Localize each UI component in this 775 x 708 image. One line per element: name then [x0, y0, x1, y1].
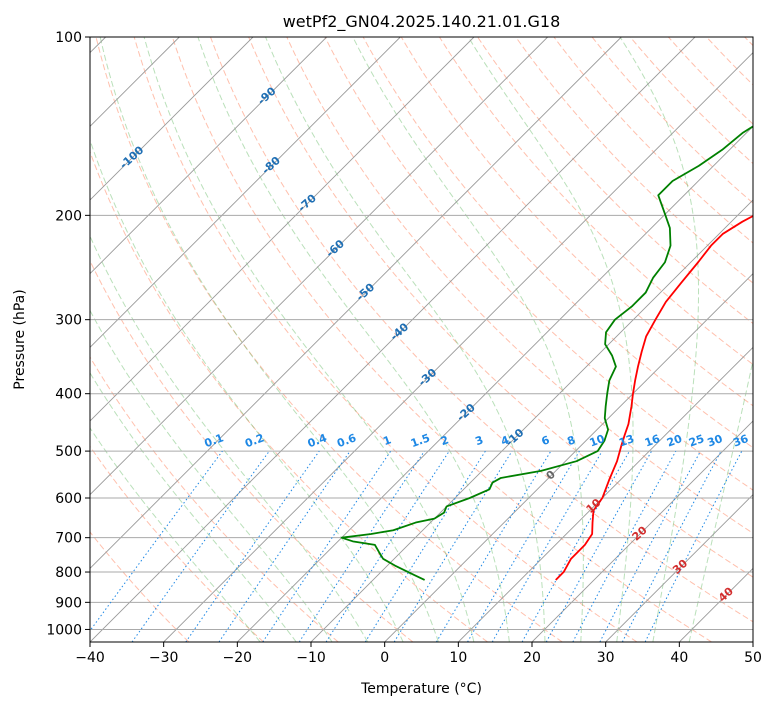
isotherm: [90, 37, 401, 348]
x-tick-label: 30: [597, 650, 615, 666]
moist-adiabat: [90, 371, 297, 642]
mixing-ratio-line: [262, 450, 392, 642]
mixing-ratio-label: 13: [617, 432, 636, 449]
mixing-ratio-label: 0.2: [243, 431, 266, 450]
y-tick-label: 600: [55, 491, 82, 507]
mixing-ratio-label: 4: [499, 433, 511, 448]
isotherm: [90, 37, 327, 275]
isotherm: [458, 346, 753, 642]
y-axis-label: Pressure (hPa): [12, 289, 28, 389]
dry-adiabat: [90, 150, 488, 642]
mixing-ratio-label: 0.1: [203, 431, 226, 450]
y-tick-label: 800: [55, 565, 82, 581]
isotherm: [90, 37, 548, 496]
x-tick-label: 50: [744, 650, 762, 666]
mixing-ratio-label: 16: [643, 432, 662, 450]
temperature-profile: [555, 214, 753, 581]
x-tick-label: 10: [449, 650, 467, 666]
moist-adiabat: [90, 427, 261, 642]
mixing-ratio-label: 36: [731, 432, 750, 450]
mixing-ratio-label: 10: [588, 432, 607, 450]
chart-title: wetPf2_GN04.2025.140.21.01.G18: [283, 12, 561, 32]
dry-adiabat: [90, 445, 264, 642]
isotherm: [90, 37, 475, 422]
mixing-ratio-label: 2: [439, 433, 451, 448]
data-series: [340, 125, 753, 581]
y-tick-label: 300: [55, 313, 82, 329]
moist-adiabat: [143, 37, 475, 642]
mixing-ratio-line: [325, 450, 450, 642]
y-tick-label: 400: [55, 387, 82, 403]
mixing-ratio-line: [131, 450, 270, 642]
dewpoint-profile: [340, 125, 753, 581]
x-tick-label: −40: [75, 650, 105, 666]
x-axis-label: Temperature (°C): [360, 681, 482, 697]
dry-adiabat: [515, 37, 753, 284]
moist-adiabat: [90, 138, 404, 642]
mixing-ratio-label: 25: [687, 432, 706, 449]
moist-adiabat: [352, 37, 584, 642]
dry-adiabat: [90, 531, 190, 642]
y-tick-label: 100: [55, 30, 82, 46]
mixing-ratio-line: [644, 450, 743, 642]
moist-adiabat: [688, 358, 753, 642]
x-tick-label: −10: [296, 650, 326, 666]
mixing-ratio-line: [545, 450, 653, 642]
mixing-ratio-label: 1: [381, 433, 393, 448]
mixing-ratio-label: 0.6: [335, 431, 358, 450]
mixing-ratio-line: [298, 450, 425, 642]
isotherm: [90, 37, 254, 201]
mixing-ratio-line: [218, 450, 351, 642]
isotherm: [90, 37, 622, 569]
x-tick-label: 40: [670, 650, 688, 666]
x-tick-label: −20: [223, 650, 253, 666]
isotherm: [531, 420, 753, 642]
moist-adiabat: [90, 234, 369, 642]
moist-adiabat: [197, 37, 510, 642]
mixing-ratio-label: 1.5: [409, 431, 432, 450]
dry-adiabat: [248, 37, 753, 578]
mixing-ratio-label: 3: [473, 433, 485, 448]
mixing-ratio-line: [185, 450, 320, 642]
y-tick-label: 500: [55, 444, 82, 460]
y-tick-label: 200: [55, 208, 82, 224]
isotherm: [90, 37, 696, 642]
mixing-ratio-line: [90, 450, 223, 632]
isotherm: [384, 273, 753, 642]
x-tick-label: 0: [380, 650, 389, 666]
dry-adiabat: [133, 37, 638, 642]
y-tick-label: 900: [55, 595, 82, 611]
dry-adiabat: [171, 37, 712, 642]
moist-adiabat: [265, 37, 546, 642]
dry-adiabat: [210, 37, 753, 623]
isotherm: [310, 199, 753, 642]
y-tick-label: 1000: [46, 622, 82, 638]
mixing-ratio-line: [572, 450, 677, 642]
moist-adiabat: [99, 37, 439, 642]
x-tick-label: −30: [149, 650, 179, 666]
plot-frame: [89, 36, 754, 643]
axis-ticks: −40 −30 −20 −10 0 10 20 30 40 50 1000 900 800 700 600 5…: [46, 30, 762, 666]
dry-adiabat: [90, 356, 339, 642]
x-tick-label: 20: [523, 650, 541, 666]
y-tick-label: 700: [55, 531, 82, 547]
dry-adiabat: [95, 37, 563, 642]
isotherm: [237, 125, 753, 642]
mixing-ratio-label: 0.4: [306, 431, 329, 450]
isotherm: [605, 494, 753, 642]
mixing-ratio-label: 20: [665, 432, 684, 450]
mixing-ratio-line: [393, 450, 513, 642]
mixing-ratio-label: 6: [540, 433, 552, 448]
mixing-ratio-label: 8: [565, 433, 577, 448]
dry-adiabat: [400, 37, 753, 407]
moist-adiabat: [619, 37, 700, 642]
mixing-ratio-label: 30: [706, 432, 725, 450]
isotherm: [163, 52, 753, 642]
